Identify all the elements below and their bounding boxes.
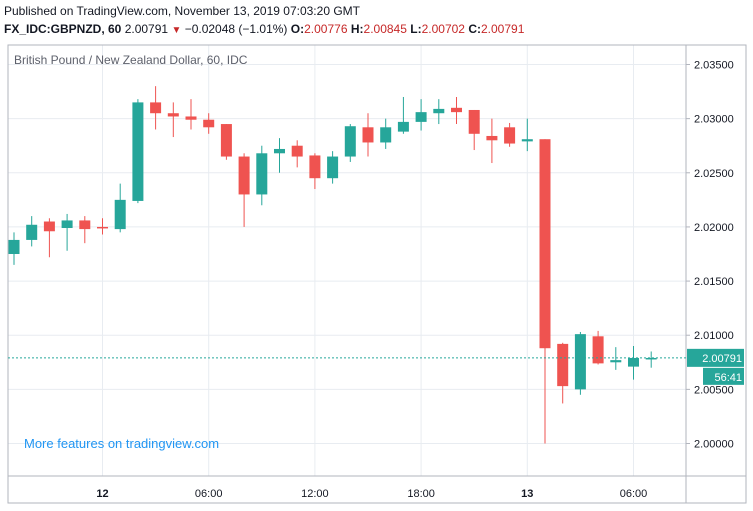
candle-body (79, 220, 91, 230)
candle-body (274, 148, 285, 154)
y-tick-label: 2.03000 (694, 114, 734, 126)
high-value: 2.00845 (363, 22, 407, 36)
candle-body (291, 145, 303, 157)
candle-body (61, 220, 73, 229)
candle-body (610, 360, 622, 363)
candle-body (574, 334, 586, 390)
high-label: H: (350, 22, 364, 36)
symbol-label: FX_IDC:GBPNZD, 60 (4, 22, 122, 36)
countdown-badge (703, 367, 744, 385)
candle-body (539, 139, 551, 349)
last-price-badge (687, 348, 744, 367)
candle-body (592, 336, 604, 364)
y-tick-label: 2.02000 (694, 222, 734, 234)
close-value: 2.00791 (481, 22, 525, 36)
candle-body (150, 102, 162, 114)
x-tick-label: 06:00 (195, 488, 223, 500)
candle-body (362, 127, 374, 143)
x-tick-label: 06:00 (620, 488, 648, 500)
low-label: L: (410, 22, 422, 36)
candle-body (486, 135, 498, 141)
candle-body (203, 119, 215, 128)
y-tick-label: 2.00000 (694, 439, 734, 451)
candle-body (451, 107, 462, 113)
candle-body (256, 153, 268, 195)
x-tick-label: 12 (96, 488, 108, 500)
candle-body (433, 108, 445, 114)
candle-body (8, 239, 20, 255)
candle-body (167, 113, 179, 117)
candle-body (185, 116, 197, 120)
y-tick-label: 2.01500 (694, 276, 734, 288)
x-tick-label: 13 (521, 488, 533, 500)
candle-body (238, 156, 250, 195)
open-label: O: (290, 22, 305, 36)
symbol-info-line: FX_IDC:GBPNZD, 60 2.00791 ▼ −0.02048 (−1… (4, 22, 524, 36)
candle-body (26, 224, 38, 240)
candle-body (97, 226, 108, 229)
candle-body (628, 357, 639, 367)
candles (8, 86, 657, 444)
price-axis-labels: 2.03500 2.03000 2.02500 2.02000 2.01500 2.010… (686, 59, 734, 451)
series-title: British Pound / New Zealand Dollar, 60, … (14, 53, 248, 67)
countdown-badge-label: 56:41 (714, 372, 742, 384)
down-arrow-icon: ▼ (171, 25, 182, 36)
grid-lines (8, 45, 686, 476)
candle-body (344, 126, 356, 157)
candle-body (220, 124, 232, 157)
candle-body (397, 121, 409, 132)
candle-body (380, 127, 392, 143)
open-value: 2.00776 (304, 22, 348, 36)
last-price-value: 2.00791 (124, 22, 169, 36)
candle-body (132, 102, 144, 201)
last-price-badge-label: 2.00791 (702, 353, 742, 365)
candle-body (43, 221, 55, 232)
y-tick-label: 2.01000 (694, 330, 734, 342)
candle-body (114, 199, 126, 230)
x-tick-label: 18:00 (407, 488, 435, 500)
candle-body (645, 357, 657, 360)
plot-frame (7, 44, 747, 504)
candle-body (504, 127, 516, 144)
low-value: 2.00702 (421, 22, 465, 36)
y-tick-label: 2.02500 (694, 168, 734, 180)
x-tick-label: 12:00 (301, 488, 329, 500)
time-axis-labels: 12 06:00 12:00 18:00 13 06:00 (96, 488, 647, 500)
candle-body (521, 139, 533, 142)
y-tick-label: 2.03500 (694, 59, 734, 71)
candle-body (468, 109, 480, 134)
watermark-link[interactable]: More features on tradingview.com (24, 436, 220, 451)
candle-body (327, 156, 339, 179)
published-line: Published on TradingView.com, November 1… (4, 4, 360, 18)
candle-body (309, 155, 321, 179)
price-badges: 2.00791 56:41 (687, 348, 744, 385)
candle-body (557, 343, 569, 387)
close-label: C: (468, 22, 481, 36)
candle-body (415, 112, 427, 122)
y-tick-label: 2.00500 (694, 384, 734, 396)
change-value: −0.02048 (−1.01%) (184, 22, 288, 36)
